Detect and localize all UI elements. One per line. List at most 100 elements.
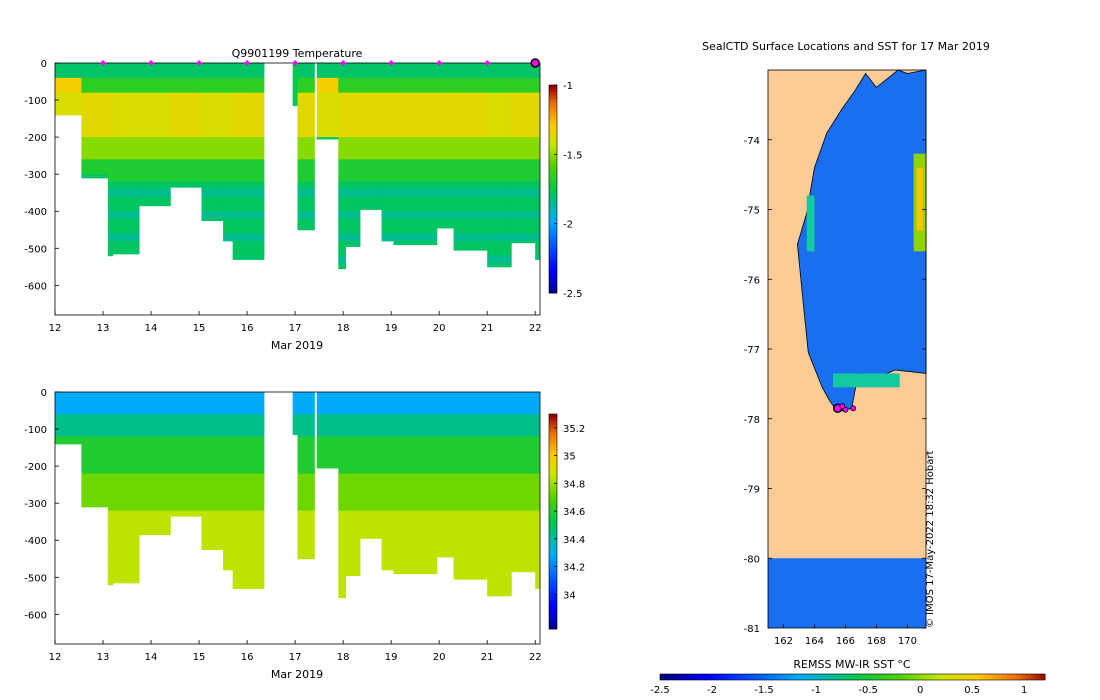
- temperature-cell: [487, 144, 512, 153]
- temperature-cell: [453, 211, 476, 220]
- temperature-cell: [170, 129, 202, 138]
- colorbar-segment: [549, 543, 557, 548]
- salinity-cell: [223, 473, 234, 482]
- colorbar-segment: [549, 417, 557, 422]
- salinity-cell: [436, 518, 455, 526]
- temperature-cell: [170, 107, 202, 116]
- salinity-cell: [393, 443, 414, 452]
- colorbar-segment: [549, 286, 557, 291]
- x-tick-label: 22: [529, 323, 542, 334]
- temperature-cell: [345, 129, 361, 138]
- temperature-cell: [412, 174, 438, 183]
- temperature-cell: [345, 63, 361, 71]
- colorbar-tick-label: 34.6: [563, 507, 585, 518]
- salinity-cell: [338, 458, 347, 467]
- salinity-cell: [170, 399, 202, 408]
- temperature-cell: [223, 189, 234, 197]
- salinity-cell: [297, 466, 315, 475]
- salinity-cell: [139, 451, 171, 460]
- salinity-cell: [453, 414, 476, 423]
- temperature-cell: [139, 63, 171, 71]
- colorbar-segment: [549, 282, 557, 287]
- temperature-cell: [338, 85, 347, 94]
- salinity-cell: [511, 436, 536, 445]
- salinity-cell: [345, 466, 361, 475]
- temperature-cell: [223, 122, 234, 131]
- salinity-cell: [232, 577, 265, 586]
- temperature-cell: [81, 144, 109, 153]
- temperature-cell: [436, 211, 455, 220]
- temperature-cell: [511, 240, 536, 244]
- temperature-cell: [170, 63, 202, 71]
- salinity-cell: [345, 414, 361, 423]
- colorbar-tick-label: 35: [563, 452, 576, 463]
- salinity-cell: [297, 421, 315, 430]
- colorbar-segment: [549, 586, 557, 591]
- temperature-cell: [535, 218, 540, 227]
- sst-colorbar-segment: [905, 674, 911, 680]
- salinity-cell: [475, 540, 488, 549]
- temperature-cell: [487, 92, 512, 101]
- lat-tick-label: -78: [744, 415, 760, 426]
- sst-colorbar-segment: [712, 674, 719, 680]
- salinity-cell: [232, 451, 265, 460]
- temperature-cell: [81, 70, 109, 79]
- temperature-cell: [139, 77, 171, 86]
- salinity-cell: [81, 392, 109, 400]
- salinity-cell: [487, 429, 512, 437]
- temperature-cell: [201, 203, 224, 212]
- sst-colorbar-segment: [934, 674, 940, 680]
- salinity-cell: [107, 510, 114, 519]
- profile-marker: [484, 60, 491, 66]
- temperature-cell: [535, 122, 540, 131]
- temperature-cell: [359, 77, 383, 86]
- salinity-cell: [232, 562, 265, 571]
- salinity-cell: [297, 503, 315, 512]
- temperature-cell: [112, 211, 140, 220]
- temperature-cell: [511, 203, 536, 212]
- sst-colorbar-segment: [1006, 674, 1012, 680]
- colorbar-segment: [549, 568, 557, 573]
- salinity-cell: [345, 510, 361, 519]
- salinity-cell: [139, 518, 171, 526]
- temperature-cell: [436, 137, 455, 146]
- temperature-cell: [232, 174, 265, 183]
- salinity-cell: [453, 525, 476, 534]
- salinity-cell: [338, 503, 347, 512]
- temperature-cell: [511, 211, 536, 220]
- colorbar-segment: [549, 116, 557, 121]
- salinity-cell: [381, 406, 395, 415]
- colorbar-segment: [549, 112, 557, 117]
- temperature-cell: [338, 226, 347, 234]
- temperature-cell: [223, 70, 234, 79]
- temperature-cell: [436, 159, 455, 168]
- temperature-cell: [112, 240, 140, 249]
- salinity-cell: [359, 429, 383, 437]
- salinity-cell: [511, 451, 536, 460]
- sst-colorbar-segment: [809, 674, 815, 680]
- salinity-cell: [511, 480, 536, 489]
- sst-colorbar-segment: [838, 674, 844, 680]
- salinity-x-label: Mar 2019: [271, 668, 323, 681]
- temperature-cell: [201, 144, 224, 153]
- salinity-cell: [338, 473, 347, 482]
- temperature-cell: [511, 63, 536, 71]
- salinity-cell: [487, 436, 512, 445]
- salinity-cell: [436, 421, 455, 430]
- salinity-cell: [112, 555, 140, 563]
- temperature-cell: [475, 129, 488, 138]
- temperature-cell: [223, 129, 234, 138]
- temperature-cell: [535, 248, 540, 257]
- temperature-cell: [107, 77, 114, 86]
- sst-colorbar-segment: [698, 674, 704, 680]
- temperature-cell: [297, 70, 315, 79]
- temperature-cell: [232, 85, 265, 94]
- salinity-cell: [535, 443, 540, 452]
- temperature-cell: [232, 181, 265, 190]
- salinity-cell: [107, 399, 114, 408]
- temperature-cell: [436, 114, 455, 123]
- temperature-cell: [338, 233, 347, 242]
- salinity-cell: [338, 429, 347, 437]
- temperature-cell: [297, 226, 315, 231]
- lon-tick-label: 164: [805, 636, 824, 647]
